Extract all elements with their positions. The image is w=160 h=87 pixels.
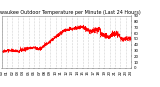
Title: Milwaukee Outdoor Temperature per Minute (Last 24 Hours): Milwaukee Outdoor Temperature per Minute… — [0, 10, 140, 15]
